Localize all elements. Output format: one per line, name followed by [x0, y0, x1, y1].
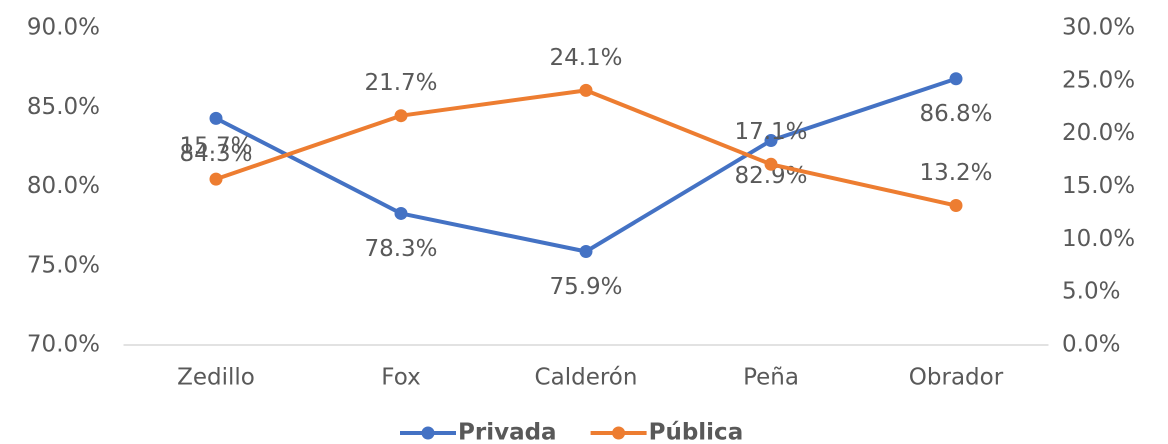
legend-marker	[612, 426, 626, 440]
series-line	[215, 76, 957, 254]
data-label: 84.3%	[179, 141, 252, 167]
point	[764, 134, 778, 148]
y2-tick-label: 30.0%	[1062, 15, 1135, 41]
data-label: 13.2%	[919, 160, 992, 186]
x-tick-label: Calderón	[535, 365, 638, 391]
data-label: 15.7%	[179, 134, 252, 160]
point	[209, 111, 223, 125]
y-tick-label: 75.0%	[27, 252, 100, 278]
y-tick-label: 90.0%	[27, 15, 100, 41]
y2-tick-label: 0.0%	[1062, 332, 1120, 358]
x-tick-label: Peña	[743, 365, 799, 391]
data-label: 78.3%	[364, 236, 437, 262]
data-label: 75.9%	[549, 274, 622, 300]
y-tick-label: 85.0%	[27, 94, 100, 120]
y2-tick-label: 20.0%	[1062, 120, 1135, 146]
y2-tick-label: 25.0%	[1062, 67, 1135, 93]
x-tick-label: Obrador	[909, 365, 1004, 391]
point	[579, 83, 593, 97]
data-label: 17.1%	[734, 119, 807, 145]
legend-text: Privada	[458, 420, 557, 444]
point	[579, 244, 593, 258]
point	[394, 109, 408, 123]
data-label: 24.1%	[549, 45, 622, 71]
legend-marker	[421, 426, 435, 440]
x-tick-label: Zedillo	[177, 365, 255, 391]
y-tick-label: 70.0%	[27, 332, 100, 358]
series-line	[215, 88, 957, 208]
point	[949, 72, 963, 86]
x-tick-label: Fox	[381, 365, 420, 391]
point	[394, 206, 408, 220]
y-tick-label: 80.0%	[27, 173, 100, 199]
point	[209, 172, 223, 186]
y2-tick-label: 15.0%	[1062, 173, 1135, 199]
point	[764, 157, 778, 171]
data-label: 86.8%	[919, 101, 992, 127]
y2-tick-label: 5.0%	[1062, 279, 1120, 305]
data-label: 21.7%	[364, 70, 437, 96]
point	[949, 199, 963, 213]
y2-tick-label: 10.0%	[1062, 226, 1135, 252]
legend-text: Pública	[649, 420, 744, 444]
